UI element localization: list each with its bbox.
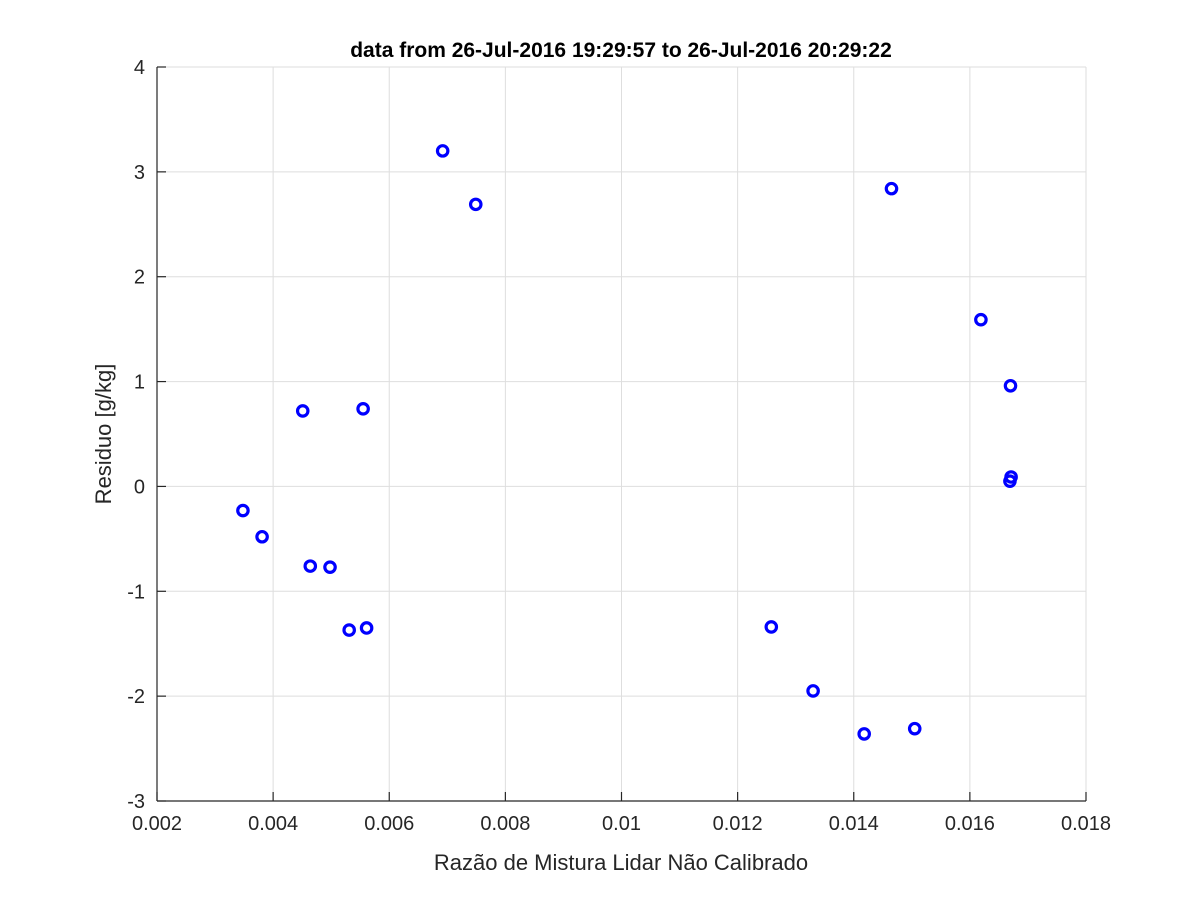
y-tick-label: 1: [134, 372, 145, 394]
x-tick-label: 0.016: [945, 813, 995, 835]
chart-title: data from 26-Jul-2016 19:29:57 to 26-Jul…: [350, 39, 892, 62]
data-point: [907, 721, 922, 736]
x-tick-label: 0.006: [364, 813, 414, 835]
data-point: [1004, 470, 1018, 484]
data-point: [468, 197, 483, 212]
data-point: [1003, 378, 1018, 393]
y-axis-label: Residuo [g/kg]: [91, 364, 116, 505]
y-tick-label: 2: [134, 267, 145, 289]
x-tick-label: 0.01: [602, 813, 641, 835]
data-point: [435, 144, 450, 158]
data-point: [764, 620, 779, 634]
data-point: [974, 312, 988, 327]
data-point: [356, 402, 370, 416]
data-point: [342, 623, 356, 637]
data-point: [806, 684, 820, 698]
data-point: [323, 560, 337, 574]
x-tick-label: 0.004: [248, 813, 298, 835]
data-point: [295, 404, 310, 418]
y-tick-label: 3: [134, 162, 145, 184]
y-tick-label: -3: [127, 791, 145, 813]
x-axis-label: Razão de Mistura Lidar Não Calibrado: [434, 850, 808, 875]
y-tick-label: -1: [127, 581, 145, 603]
x-tick-label: 0.002: [132, 813, 182, 835]
data-point: [255, 529, 269, 544]
y-tick-label: 4: [134, 57, 145, 79]
ticks: 0.002 0.004 0.006 0.008 0.01 0.012 0.014 0.016 0…: [127, 57, 1111, 835]
data-point: [359, 621, 374, 635]
data-point: [884, 181, 899, 196]
x-tick-label: 0.012: [713, 813, 763, 835]
data-points: [236, 144, 1018, 741]
y-tick-label: -2: [127, 686, 145, 708]
x-tick-label: 0.014: [829, 813, 879, 835]
x-tick-label: 0.008: [480, 813, 530, 835]
y-tick-label: 0: [134, 476, 145, 498]
data-point: [236, 503, 250, 518]
x-tick-label: 0.018: [1061, 813, 1111, 835]
data-point: [857, 727, 872, 741]
data-point: [303, 559, 318, 573]
